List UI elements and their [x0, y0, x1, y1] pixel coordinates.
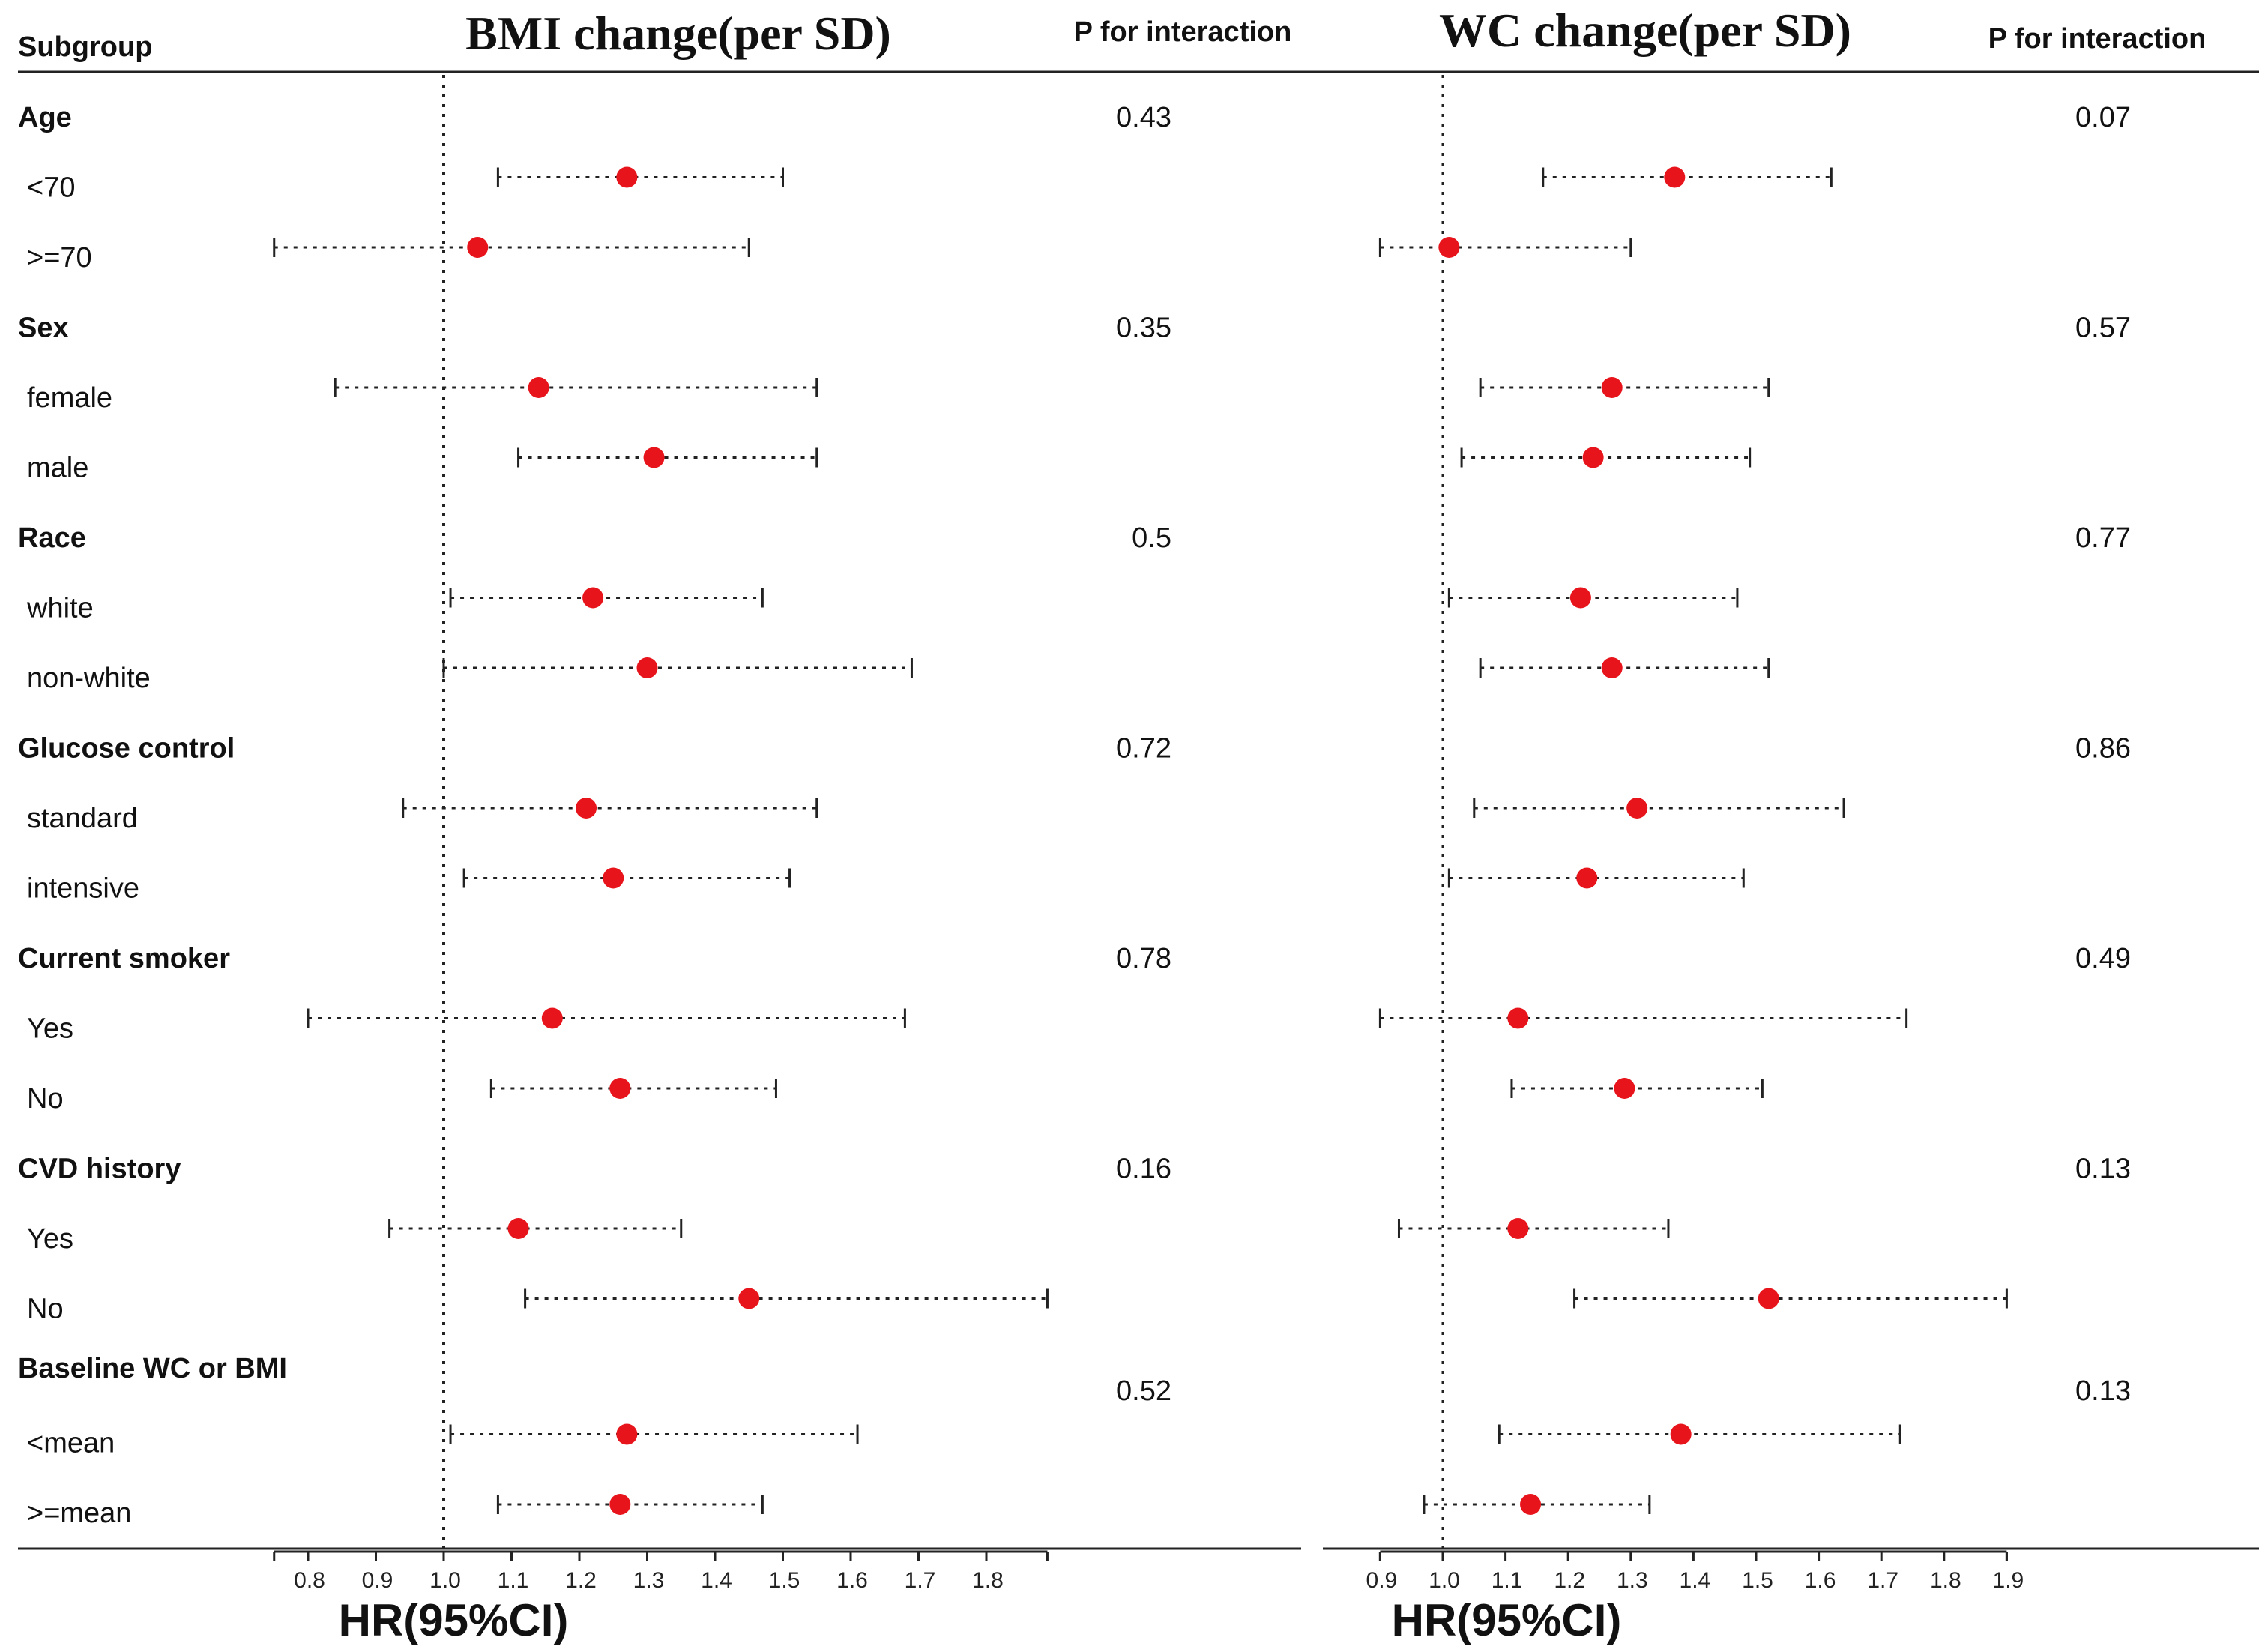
axis-tick-label: 1.2 — [565, 1568, 597, 1593]
hr-point — [1664, 166, 1686, 188]
hr-point — [603, 867, 624, 889]
hr-point — [582, 587, 604, 609]
axis-tick-label: 1.1 — [498, 1568, 529, 1593]
axis-tick-label: 1.3 — [1617, 1568, 1648, 1593]
subgroup-label: No — [27, 1294, 64, 1325]
hr-point — [1601, 657, 1623, 678]
subgroup-label: No — [27, 1083, 64, 1115]
right-axis-title: HR(95%CI) — [1392, 1595, 1622, 1645]
left-x-axis: 0.8 0.9 1.0 1.1 1.2 1.3 1.4 1.5 1.6 1.7 1.8 — [273, 1550, 1049, 1593]
p-value: 0.07 — [2075, 102, 2131, 133]
hr-point — [1614, 1078, 1635, 1099]
hr-point — [609, 1494, 631, 1515]
p-value: 0.13 — [2075, 1375, 2131, 1407]
axis-tick-label: 0.8 — [294, 1568, 325, 1593]
group-heading: Race — [18, 522, 86, 554]
subgroup-label: Yes — [27, 1013, 73, 1045]
subgroup-label: non-white — [27, 663, 151, 694]
p-value: 0.77 — [2075, 522, 2131, 554]
axis-tick-label: 0.9 — [362, 1568, 393, 1593]
subgroup-label: >=mean — [27, 1498, 131, 1529]
axis-tick-label: 1.9 — [1993, 1568, 2024, 1593]
left-forest-marks — [273, 166, 1049, 1515]
axis-tick-label: 1.5 — [1742, 1568, 1773, 1593]
axis-tick-label: 1.2 — [1554, 1568, 1585, 1593]
axis-tick-label: 1.7 — [905, 1568, 936, 1593]
group-heading: Current smoker — [18, 943, 230, 974]
right-forest-marks — [1378, 166, 2008, 1515]
subgroup-label: <mean — [27, 1428, 115, 1459]
p-value: 0.16 — [1116, 1154, 1171, 1185]
axis-tick-label: 1.4 — [1680, 1568, 1711, 1593]
subgroup-label: female — [27, 382, 112, 414]
axis-tick-label: 1.4 — [701, 1568, 732, 1593]
p-value: 0.43 — [1116, 102, 1171, 133]
hr-point — [1601, 377, 1623, 398]
subgroup-label: >=70 — [27, 242, 92, 274]
hr-point — [467, 237, 489, 258]
p-value: 0.35 — [1116, 313, 1171, 344]
row-labels: Age 0.43 0.07 <70 >=70 Sex 0.35 0.57 female male R… — [18, 102, 2131, 1529]
axis-tick-label: 1.7 — [1867, 1568, 1898, 1593]
axis-tick-label: 1.8 — [972, 1568, 1004, 1593]
p-value: 0.13 — [2075, 1154, 2131, 1185]
hr-point — [1569, 587, 1591, 609]
hr-point — [643, 447, 665, 468]
axis-tick-label: 1.6 — [836, 1568, 868, 1593]
group-heading: Age — [18, 102, 72, 133]
axis-tick-label: 1.5 — [769, 1568, 800, 1593]
hr-point — [1582, 447, 1604, 468]
group-heading: Glucose control — [18, 733, 235, 765]
p-value: 0.78 — [1116, 943, 1171, 974]
p-value: 0.52 — [1116, 1375, 1171, 1407]
left-panel-title: BMI change(per SD) — [465, 7, 891, 60]
hr-point — [1438, 237, 1460, 258]
axis-tick-label: 0.9 — [1366, 1568, 1398, 1593]
p-value: 0.72 — [1116, 733, 1171, 765]
subgroup-header: Subgroup — [18, 31, 152, 63]
p-value: 0.57 — [2075, 313, 2131, 344]
hr-point — [576, 798, 597, 819]
group-heading: CVD history — [18, 1154, 181, 1185]
p-value: 0.5 — [1132, 522, 1171, 554]
subgroup-label: standard — [27, 803, 138, 834]
axis-tick-label: 1.0 — [429, 1568, 461, 1593]
hr-point — [609, 1078, 631, 1099]
hr-point — [616, 166, 638, 188]
hr-point — [1758, 1288, 1779, 1309]
axis-tick-label: 1.0 — [1429, 1568, 1460, 1593]
axis-tick-label: 1.3 — [633, 1568, 665, 1593]
subgroup-label: white — [26, 593, 94, 624]
left-axis-title: HR(95%CI) — [339, 1595, 569, 1645]
hr-point — [616, 1423, 638, 1445]
group-heading: Sex — [18, 313, 69, 344]
axis-tick-label: 1.8 — [1930, 1568, 1961, 1593]
hr-point — [1507, 1218, 1529, 1239]
hr-point — [1626, 798, 1648, 819]
p-value: 0.49 — [2075, 943, 2131, 974]
axis-tick-label: 1.1 — [1492, 1568, 1523, 1593]
hr-point — [507, 1218, 529, 1239]
hr-point — [636, 657, 658, 678]
subgroup-label: <70 — [27, 172, 75, 204]
right-p-header: P for interaction — [1988, 23, 2207, 55]
hr-point — [1670, 1423, 1692, 1445]
hr-point — [738, 1288, 760, 1309]
left-p-header: P for interaction — [1074, 16, 1292, 48]
subgroup-label: intensive — [27, 873, 139, 905]
right-x-axis: 0.9 1.0 1.1 1.2 1.3 1.4 1.5 1.6 1.7 1.8 1.9 — [1366, 1550, 2024, 1593]
hr-point — [1507, 1007, 1529, 1029]
axis-tick-label: 1.6 — [1805, 1568, 1836, 1593]
hr-point — [528, 377, 549, 398]
hr-point — [541, 1007, 563, 1029]
subgroup-label: Yes — [27, 1223, 73, 1255]
subgroup-label: male — [27, 453, 88, 484]
hr-point — [1520, 1494, 1542, 1515]
p-value: 0.86 — [2075, 733, 2131, 765]
hr-point — [1576, 867, 1598, 889]
group-heading: Baseline WC or BMI — [18, 1353, 287, 1384]
right-panel-title: WC change(per SD) — [1439, 4, 1851, 57]
